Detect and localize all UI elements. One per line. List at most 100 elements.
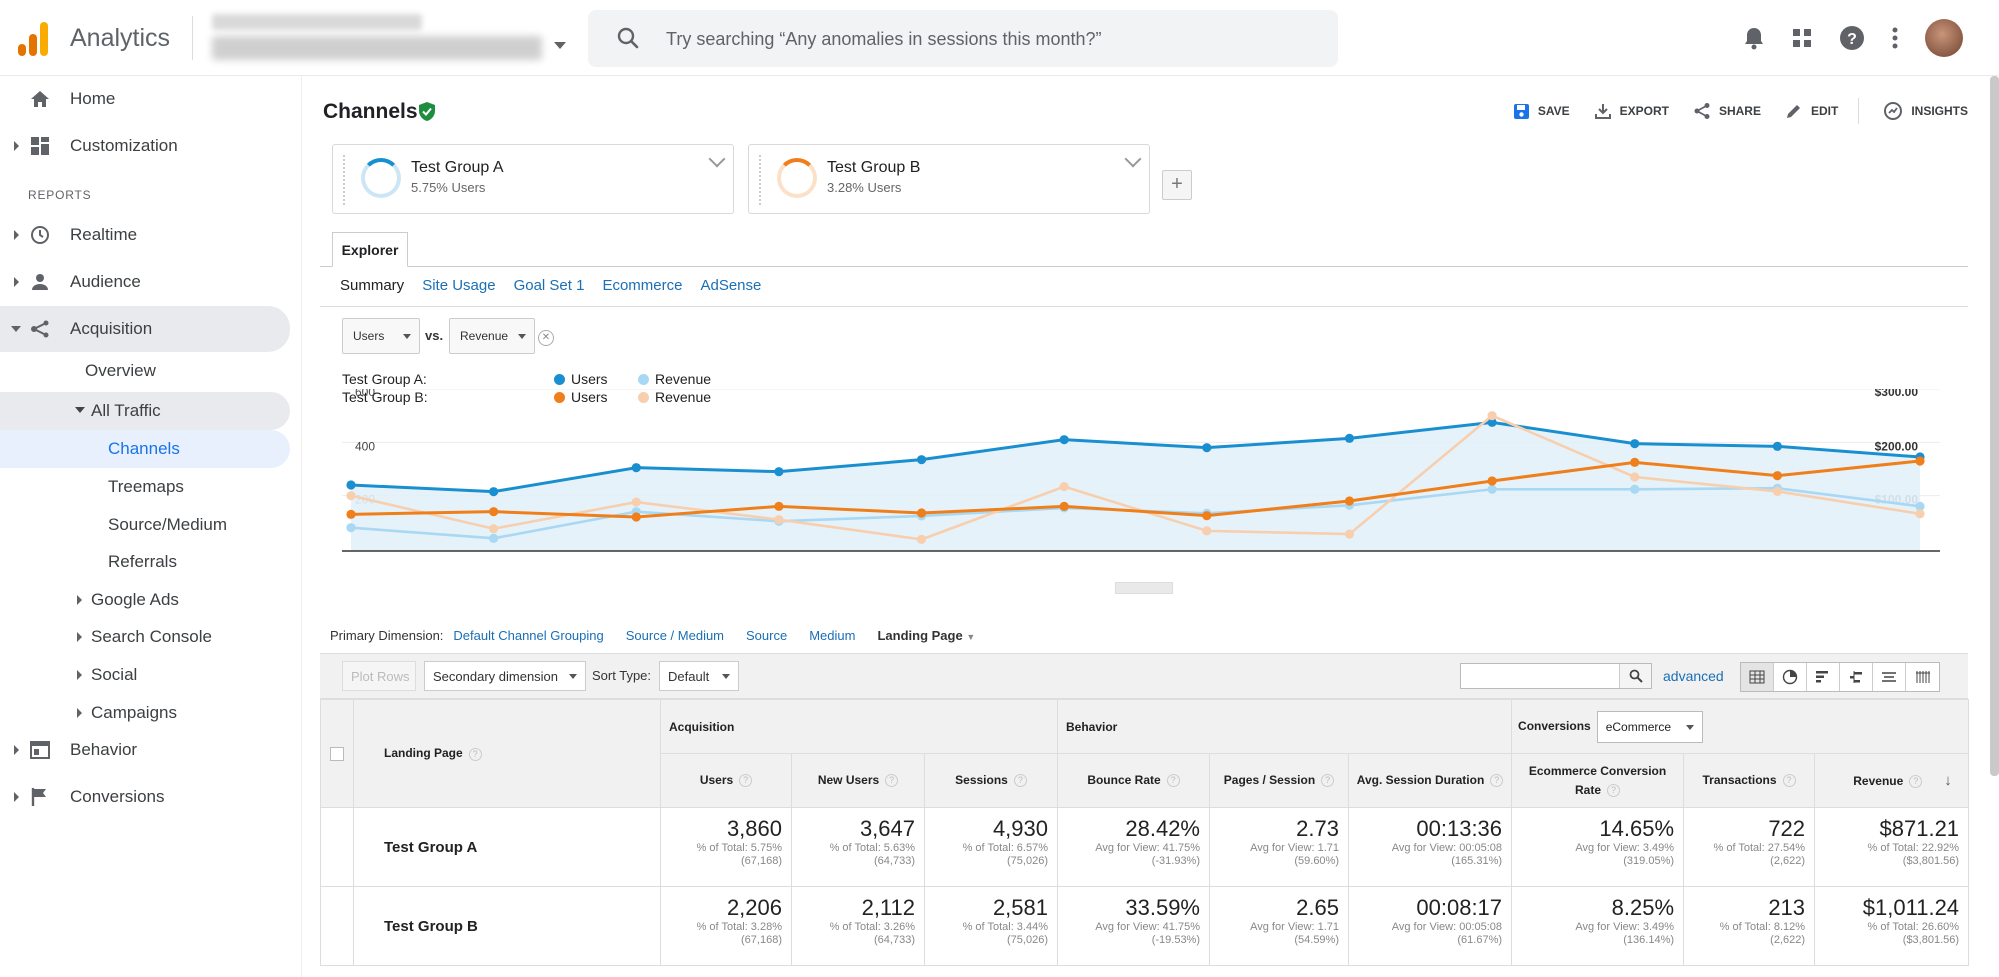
dimension-link[interactable]: Source <box>746 628 788 643</box>
sidebar-item-treemaps[interactable]: Treemaps <box>108 468 184 506</box>
table-search-input[interactable] <box>1460 663 1652 689</box>
tab-summary[interactable]: Summary <box>340 277 405 294</box>
cell-value: $871.21 <box>1879 816 1960 841</box>
dimension-link[interactable]: Source / Medium <box>625 628 725 643</box>
sidebar-item-overview[interactable]: Overview <box>85 352 156 390</box>
cell-comparison: % of Total: 8.12% <box>1719 921 1806 933</box>
line-chart[interactable]: 600400200$300.00$200.00$100.00 <box>320 389 1968 559</box>
insights-button[interactable]: INSIGHTS <box>1883 101 1968 121</box>
sort-descending-icon[interactable]: ↓ <box>1944 771 1952 789</box>
conversions-type-select[interactable]: eCommerce <box>1596 710 1703 743</box>
column-header[interactable]: New Users? <box>791 753 925 808</box>
tab-goal-set-1[interactable]: Goal Set 1 <box>513 277 585 294</box>
help-icon[interactable]: ? <box>1490 774 1504 788</box>
drag-handle[interactable] <box>343 155 346 205</box>
drag-handle[interactable] <box>759 155 762 205</box>
table-search-button[interactable] <box>1619 664 1651 688</box>
tab-ecommerce[interactable]: Ecommerce <box>602 277 683 294</box>
dimension-link[interactable]: Medium <box>809 628 856 643</box>
account-selector[interactable] <box>212 10 566 66</box>
advanced-filter-link[interactable]: advanced <box>1663 668 1724 684</box>
help-icon[interactable]: ? <box>1013 774 1027 788</box>
bar-view-icon[interactable] <box>1807 663 1840 691</box>
page-scrollbar[interactable] <box>1990 76 1999 776</box>
term-cloud-view-icon[interactable] <box>1873 663 1906 691</box>
table-row[interactable]: Test Group B 2,206% of Total: 3.28% (67,16… <box>320 886 1970 966</box>
column-header[interactable]: Avg. Session Duration? <box>1347 753 1513 808</box>
bell-icon[interactable] <box>1743 26 1765 50</box>
add-segment-button[interactable]: + <box>1162 170 1192 200</box>
column-header[interactable]: Bounce Rate? <box>1057 753 1210 808</box>
help-icon[interactable]: ? <box>1607 783 1621 797</box>
column-header[interactable]: Pages / Session? <box>1209 753 1349 808</box>
secondary-dimension-select[interactable]: Secondary dimension <box>424 661 586 691</box>
search-bar[interactable]: Try searching “Any anomalies in sessions… <box>588 10 1338 67</box>
table-row[interactable]: Test Group A 3,860% of Total: 5.75% (67,16… <box>320 807 1970 887</box>
chart-collapse-handle[interactable] <box>1115 582 1173 594</box>
help-icon[interactable]: ? <box>739 774 753 788</box>
chevron-down-icon[interactable] <box>1124 150 1142 168</box>
help-icon[interactable]: ? <box>1909 774 1923 788</box>
apps-grid-icon[interactable] <box>1791 27 1813 49</box>
sidebar-item-search-console[interactable]: Search Console <box>77 618 212 656</box>
pie-view-icon[interactable] <box>1774 663 1807 691</box>
column-header[interactable]: Sessions? <box>924 753 1058 808</box>
more-vert-icon[interactable] <box>1891 27 1899 49</box>
dimension-link[interactable]: Default Channel Grouping <box>453 628 604 643</box>
plot-rows-button[interactable]: Plot Rows <box>342 661 416 691</box>
metric-select-compare[interactable]: Revenue <box>449 318 535 354</box>
cell-value: 2,112 <box>861 895 915 920</box>
row-label[interactable]: Test Group B <box>353 886 661 966</box>
column-header[interactable]: Ecommerce Conversion Rate? <box>1511 753 1685 808</box>
sidebar-item-campaigns[interactable]: Campaigns <box>77 694 177 732</box>
row-label[interactable]: Test Group A <box>353 807 661 887</box>
segment-card-b[interactable]: Test Group B 3.28% Users <box>748 144 1150 214</box>
data-point <box>1772 486 1782 496</box>
avatar[interactable] <box>1925 19 1963 57</box>
cell-comparison: % of Total: 3.28% <box>696 921 782 933</box>
column-header[interactable]: Revenue? ↓ <box>1814 753 1970 808</box>
comparison-view-icon[interactable] <box>1840 663 1873 691</box>
column-header-label: Sessions <box>955 773 1008 787</box>
segment-card-a[interactable]: Test Group A 5.75% Users <box>332 144 734 214</box>
help-icon[interactable]: ? <box>1782 774 1796 788</box>
tab-adsense[interactable]: AdSense <box>700 277 762 294</box>
sidebar-item-referrals[interactable]: Referrals <box>108 543 177 581</box>
help-icon[interactable]: ? <box>1321 774 1335 788</box>
cell-comparison: (67,168) <box>741 855 782 867</box>
table-cell: 2,112% of Total: 3.26% (64,733) <box>791 886 925 966</box>
help-icon[interactable]: ? <box>1166 774 1180 788</box>
column-header[interactable]: Users? <box>660 753 792 808</box>
share-button[interactable]: SHARE <box>1693 102 1761 120</box>
edit-button[interactable]: EDIT <box>1785 102 1838 120</box>
sidebar-item-source-medium[interactable]: Source/Medium <box>108 506 227 544</box>
table-cell: 2.65 Avg for View: 1.71 (54.59%) <box>1209 886 1349 966</box>
metric-select-primary[interactable]: Users <box>342 318 420 354</box>
data-point <box>1487 476 1497 486</box>
tab-site-usage[interactable]: Site Usage <box>422 277 496 294</box>
chevron-down-icon[interactable] <box>708 150 726 168</box>
segment-percent: 5.75% Users <box>411 180 486 195</box>
select-all-checkbox[interactable] <box>330 746 344 761</box>
sidebar-item-social[interactable]: Social <box>77 656 137 694</box>
sidebar-item-label: Audience <box>70 272 141 291</box>
export-button[interactable]: EXPORT <box>1594 102 1669 120</box>
sidebar-item-all-traffic[interactable]: All Traffic <box>75 392 161 430</box>
sort-type-select[interactable]: Default <box>659 661 739 691</box>
help-icon[interactable]: ? <box>468 747 482 761</box>
sidebar-item-google-ads[interactable]: Google Ads <box>77 581 179 619</box>
column-header[interactable]: Transactions? <box>1683 753 1816 808</box>
data-point <box>1487 417 1497 427</box>
analytics-logo-icon[interactable] <box>18 20 50 56</box>
data-point <box>489 507 499 517</box>
tab-explorer[interactable]: Explorer <box>332 232 408 267</box>
table-view-icon[interactable] <box>1741 663 1774 691</box>
sidebar-item-channels[interactable]: Channels <box>108 430 180 468</box>
help-icon[interactable]: ? <box>885 774 899 788</box>
help-icon[interactable]: ? <box>1839 25 1865 51</box>
column-header-landing-page[interactable]: Landing Page? <box>353 699 661 808</box>
save-button[interactable]: SAVE <box>1513 103 1570 120</box>
dimension-current[interactable]: Landing Page ▼ <box>877 628 975 643</box>
pivot-view-icon[interactable] <box>1906 663 1939 691</box>
clear-compare-icon[interactable]: ✕ <box>538 330 554 346</box>
